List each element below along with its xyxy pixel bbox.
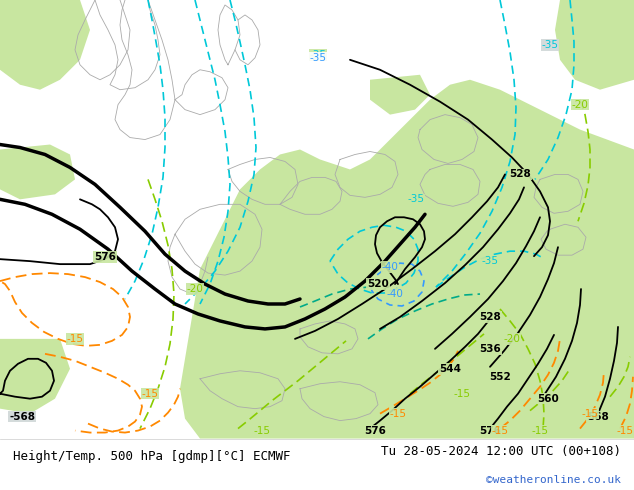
Text: -40: -40 [387, 289, 403, 299]
Text: 576: 576 [364, 426, 386, 436]
Text: -15: -15 [491, 426, 508, 436]
Text: -15: -15 [67, 334, 84, 344]
Text: -35: -35 [408, 195, 425, 204]
Text: -40: -40 [382, 262, 398, 272]
Text: -568: -568 [9, 412, 35, 421]
Text: -35: -35 [309, 50, 327, 60]
Text: -15: -15 [531, 426, 548, 436]
Text: 568: 568 [587, 412, 609, 421]
Text: 576: 576 [94, 252, 116, 262]
Text: 552: 552 [489, 372, 511, 382]
Text: Tu 28-05-2024 12:00 UTC (00+108): Tu 28-05-2024 12:00 UTC (00+108) [381, 445, 621, 458]
Text: -20: -20 [503, 334, 521, 344]
Polygon shape [0, 145, 75, 199]
Text: 544: 544 [439, 364, 461, 374]
Text: -35: -35 [541, 40, 559, 50]
Polygon shape [0, 339, 70, 414]
Text: -20: -20 [186, 284, 204, 294]
Polygon shape [0, 0, 90, 90]
Text: 528: 528 [479, 312, 501, 322]
Text: 528: 528 [509, 170, 531, 179]
Text: -35: -35 [309, 53, 327, 63]
Polygon shape [180, 80, 634, 439]
Text: 520: 520 [367, 279, 389, 289]
Polygon shape [555, 0, 634, 90]
Text: -35: -35 [481, 256, 498, 266]
Text: Height/Temp. 500 hPa [gdmp][°C] ECMWF: Height/Temp. 500 hPa [gdmp][°C] ECMWF [13, 450, 290, 463]
Text: -15: -15 [453, 389, 470, 399]
Text: -15: -15 [389, 409, 406, 418]
Text: -15: -15 [254, 426, 271, 436]
Text: -15: -15 [616, 426, 633, 436]
Text: -15: -15 [581, 409, 598, 418]
Text: 536: 536 [479, 344, 501, 354]
Text: -20: -20 [572, 99, 588, 110]
Polygon shape [370, 75, 430, 115]
Text: -15: -15 [141, 389, 158, 399]
Text: 576: 576 [479, 426, 501, 436]
Text: 560: 560 [537, 393, 559, 404]
Text: ©weatheronline.co.uk: ©weatheronline.co.uk [486, 475, 621, 485]
